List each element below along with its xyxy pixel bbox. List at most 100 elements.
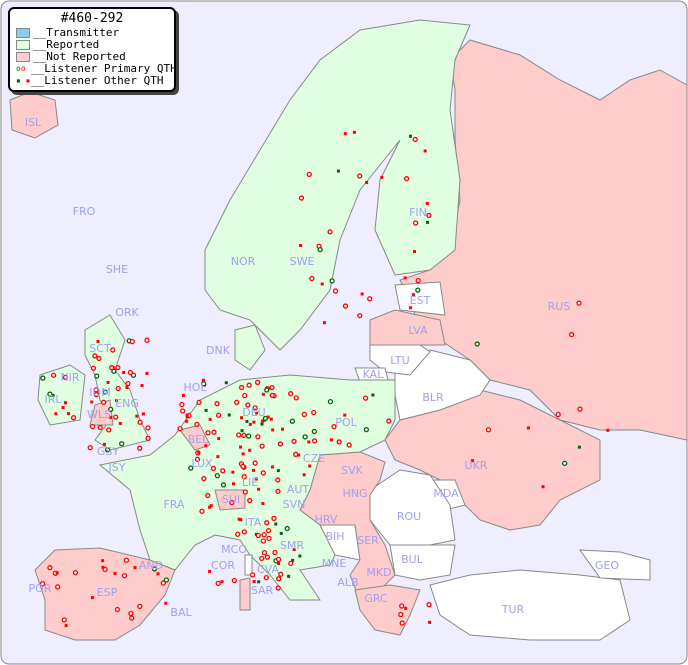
listener-primary-marker	[302, 434, 308, 440]
listener-other-marker	[281, 427, 285, 431]
listener-other-marker	[336, 169, 340, 173]
country-label-swe: SWE	[289, 255, 315, 268]
listener-primary-marker	[177, 426, 183, 432]
country-label-fin: FIN	[409, 206, 427, 219]
country-label-fro: FRO	[72, 205, 96, 218]
country-label-bel: BEL	[187, 433, 209, 446]
listener-other-marker	[141, 412, 145, 416]
listener-primary-marker	[260, 470, 266, 476]
ring-marker-icon: oo	[16, 64, 26, 73]
listener-other-marker	[541, 485, 545, 489]
listener-other-marker	[279, 531, 283, 535]
listener-other-marker	[185, 413, 189, 417]
listener-primary-marker	[144, 337, 150, 343]
country-label-sct: SCT	[89, 342, 111, 355]
country-label-esp: ESP	[96, 586, 118, 599]
listener-other-marker	[403, 276, 407, 280]
listener-other-marker	[240, 416, 244, 420]
listener-primary-marker	[238, 384, 245, 391]
country-label-jsy: JSY	[108, 461, 126, 474]
country-label-svk: SVK	[341, 464, 363, 477]
listener-other-marker	[297, 453, 301, 457]
listener-primary-marker	[254, 379, 261, 386]
listener-primary-marker	[272, 549, 278, 556]
transmitter-swatch	[16, 28, 30, 38]
listener-other-marker	[261, 501, 265, 505]
listener-primary-marker	[100, 399, 107, 405]
square-marker-icon: ▪ ▪	[16, 76, 31, 85]
country-label-and: AND	[138, 559, 164, 572]
listener-other-marker	[102, 442, 106, 446]
country-label-blr: BLR	[422, 391, 444, 404]
reported-swatch	[16, 40, 30, 50]
listener-primary-marker	[188, 465, 194, 471]
region-scandinavia	[204, 19, 471, 351]
listener-primary-marker	[115, 364, 121, 371]
listener-primary-marker	[399, 620, 405, 626]
listener-primary-marker	[194, 456, 201, 462]
country-label-por: POR	[28, 582, 52, 595]
listener-primary-marker	[261, 549, 268, 556]
country-label-dnk: DNK	[206, 344, 230, 357]
listener-primary-marker	[108, 364, 115, 371]
country-label-smr: SMR	[279, 539, 305, 552]
listener-primary-marker	[145, 435, 151, 441]
listener-primary-marker	[264, 520, 270, 526]
listener-other-marker	[271, 428, 275, 432]
listener-other-marker	[380, 175, 384, 179]
country-label-ltu: LTU	[390, 354, 410, 367]
listener-primary-marker	[234, 399, 240, 405]
listener-primary-marker	[216, 412, 222, 418]
listener-primary-marker	[309, 275, 315, 282]
listener-other-marker	[204, 408, 208, 412]
listener-other-marker	[411, 293, 415, 297]
listener-other-marker	[106, 380, 110, 384]
country-label-deu: DEU	[242, 406, 266, 419]
listener-other-marker	[208, 505, 212, 509]
country-label-wls: WLS	[87, 408, 111, 421]
listener-primary-marker	[87, 444, 93, 451]
country-label-lux: LUX	[191, 457, 213, 470]
listener-primary-marker	[89, 423, 96, 430]
listener-other-marker	[255, 411, 259, 415]
region-sui	[214, 489, 246, 511]
listener-primary-marker	[291, 438, 297, 445]
listener-primary-marker	[275, 556, 282, 563]
country-label-hng: HNG	[342, 487, 368, 500]
listener-other-marker	[425, 201, 429, 205]
region-rou	[369, 469, 456, 546]
listener-primary-marker	[259, 555, 265, 562]
region-sar	[239, 577, 251, 611]
listener-other-marker	[365, 181, 369, 185]
region-geo	[578, 549, 651, 581]
listener-primary-marker	[275, 488, 281, 494]
listener-other-marker	[343, 413, 347, 417]
listener-primary-marker	[386, 418, 392, 424]
listener-primary-marker	[241, 529, 247, 535]
listener-primary-marker	[263, 574, 269, 581]
listener-primary-marker	[129, 338, 135, 345]
listener-other-marker	[125, 385, 129, 389]
listener-primary-marker	[179, 401, 185, 408]
region-isl	[9, 91, 59, 139]
listener-primary-marker	[261, 532, 267, 538]
listener-primary-marker	[329, 278, 335, 284]
listener-primary-marker	[205, 430, 211, 436]
listener-primary-marker	[70, 415, 77, 421]
listener-primary-marker	[271, 515, 277, 522]
listener-other-marker	[577, 445, 581, 449]
listener-other-marker	[299, 244, 303, 248]
listener-primary-marker	[412, 136, 418, 143]
region-irl	[37, 364, 86, 426]
country-label-geo: GEO	[594, 559, 620, 572]
listener-primary-marker	[113, 414, 119, 420]
listener-other-marker	[266, 415, 270, 419]
listener-primary-marker	[269, 392, 275, 399]
listener-primary-marker	[214, 472, 220, 479]
map-title: #460-292	[60, 11, 124, 26]
region-gbr	[84, 314, 151, 451]
listener-other-marker	[320, 282, 324, 286]
listener-primary-marker	[210, 465, 217, 472]
listener-primary-marker	[61, 617, 67, 623]
